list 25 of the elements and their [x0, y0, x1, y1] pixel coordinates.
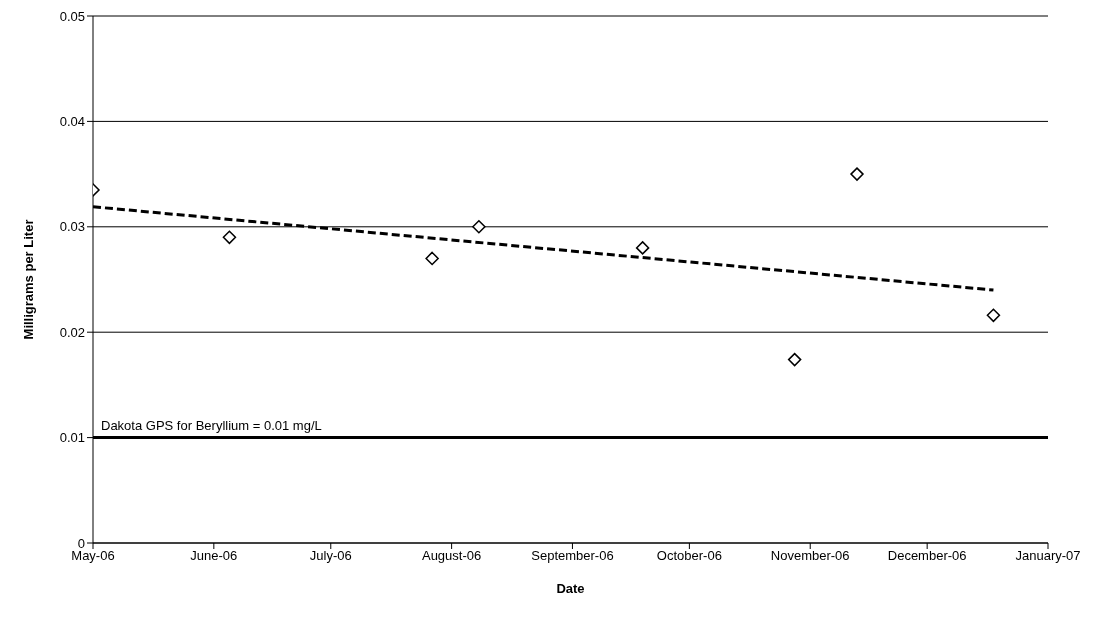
point: [425, 251, 439, 266]
y-axis-title: Milligrams per Liter: [20, 219, 36, 340]
point: [222, 230, 237, 245]
ref-line-label: Dakota GPS for Beryllium = 0.01 mg/L: [101, 417, 322, 433]
point: [635, 241, 650, 255]
x-tick-label: November-06: [770, 548, 850, 564]
y-tick-label: 0.02: [59, 324, 85, 340]
x-tick-label: July-06: [309, 548, 352, 564]
y-tick-label: 0: [77, 535, 85, 551]
point: [787, 352, 802, 367]
x-tick-label: August-06: [421, 548, 482, 564]
x-axis-title: Date: [556, 581, 585, 596]
x-tick-label: January-07: [1015, 548, 1081, 564]
y-tick-label: 0.01: [59, 430, 85, 446]
y-tick-label: 0.05: [59, 8, 85, 24]
x-tick-label: October-06: [656, 548, 722, 564]
x-tick-label: May-06: [71, 548, 115, 564]
point: [850, 167, 864, 181]
y-tick-label: 0.04: [59, 114, 85, 130]
point: [986, 308, 1001, 323]
x-tick-label: December-06: [887, 548, 967, 564]
y-tick-label: 0.03: [59, 219, 85, 235]
x-tick-label: September-06: [531, 548, 614, 564]
point: [472, 220, 486, 234]
x-tick-label: June-06: [190, 548, 238, 564]
